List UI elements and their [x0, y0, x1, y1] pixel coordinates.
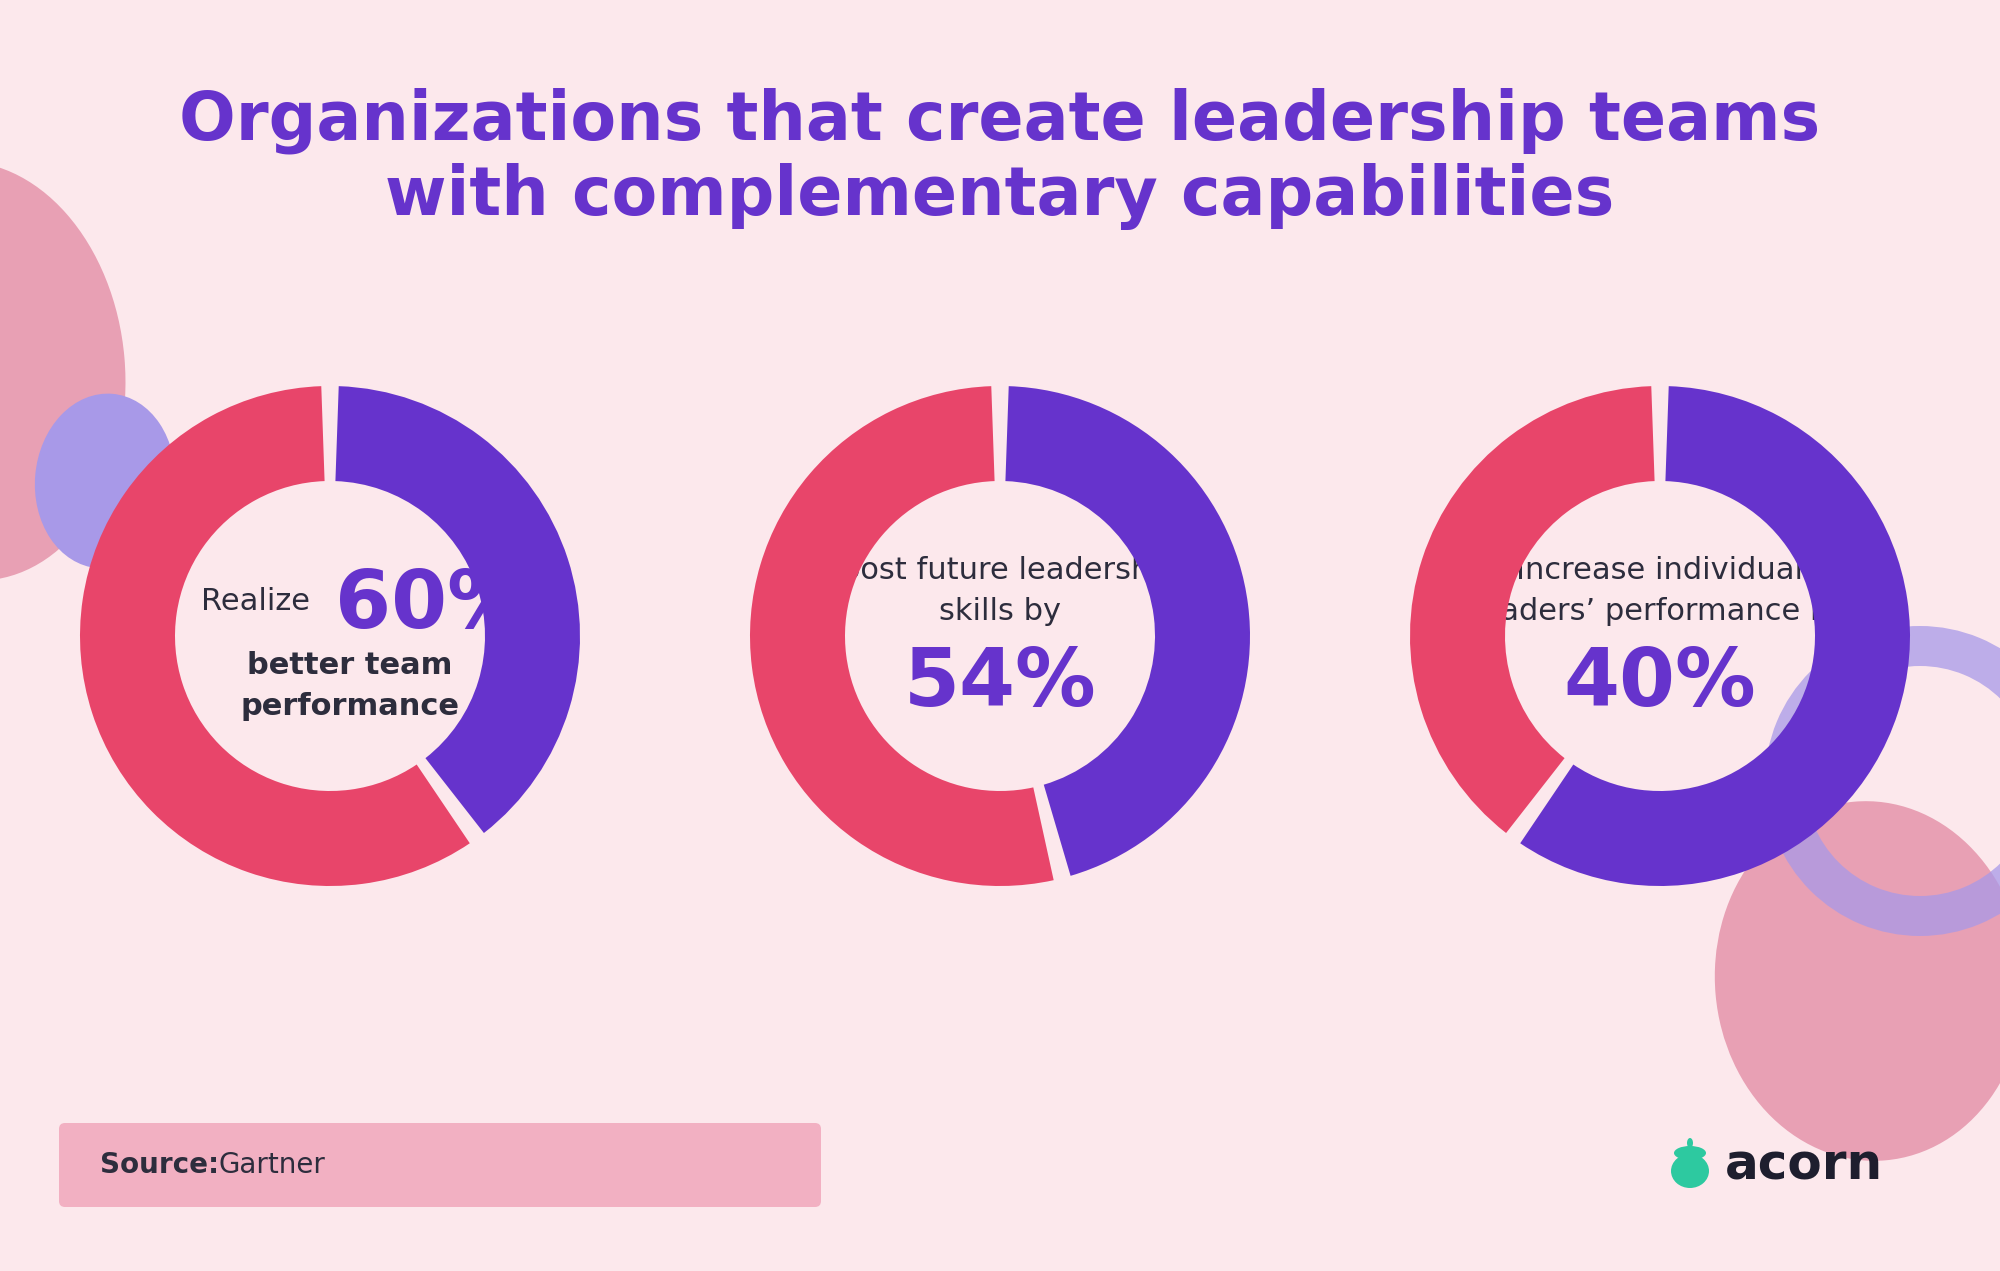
Text: Source:: Source:: [100, 1152, 220, 1179]
Wedge shape: [1520, 386, 1910, 886]
Wedge shape: [750, 386, 1054, 886]
Text: better team
performance: better team performance: [240, 651, 460, 721]
Text: with complementary capabilities: with complementary capabilities: [386, 163, 1614, 230]
FancyBboxPatch shape: [60, 1124, 822, 1207]
Ellipse shape: [1688, 1138, 1692, 1148]
Text: 40%: 40%: [1564, 644, 1756, 723]
Ellipse shape: [1674, 1146, 1706, 1160]
Text: 60%: 60%: [336, 567, 528, 644]
Text: Boost future leadership
skills by: Boost future leadership skills by: [822, 557, 1178, 625]
Ellipse shape: [1714, 801, 2000, 1160]
Ellipse shape: [0, 161, 126, 581]
Wedge shape: [1006, 386, 1250, 876]
Text: Realize: Realize: [200, 586, 310, 615]
Wedge shape: [1766, 627, 2000, 935]
Ellipse shape: [1672, 1154, 1708, 1188]
Text: Organizations that create leadership teams: Organizations that create leadership tea…: [180, 88, 1820, 154]
Wedge shape: [1410, 386, 1654, 833]
Text: Increase individual
leaders’ performance by: Increase individual leaders’ performance…: [1472, 557, 1848, 625]
Wedge shape: [80, 386, 470, 886]
Ellipse shape: [34, 394, 176, 568]
Text: acorn: acorn: [1724, 1141, 1884, 1188]
Text: Gartner: Gartner: [218, 1152, 324, 1179]
Text: 54%: 54%: [904, 644, 1096, 723]
Wedge shape: [336, 386, 580, 833]
